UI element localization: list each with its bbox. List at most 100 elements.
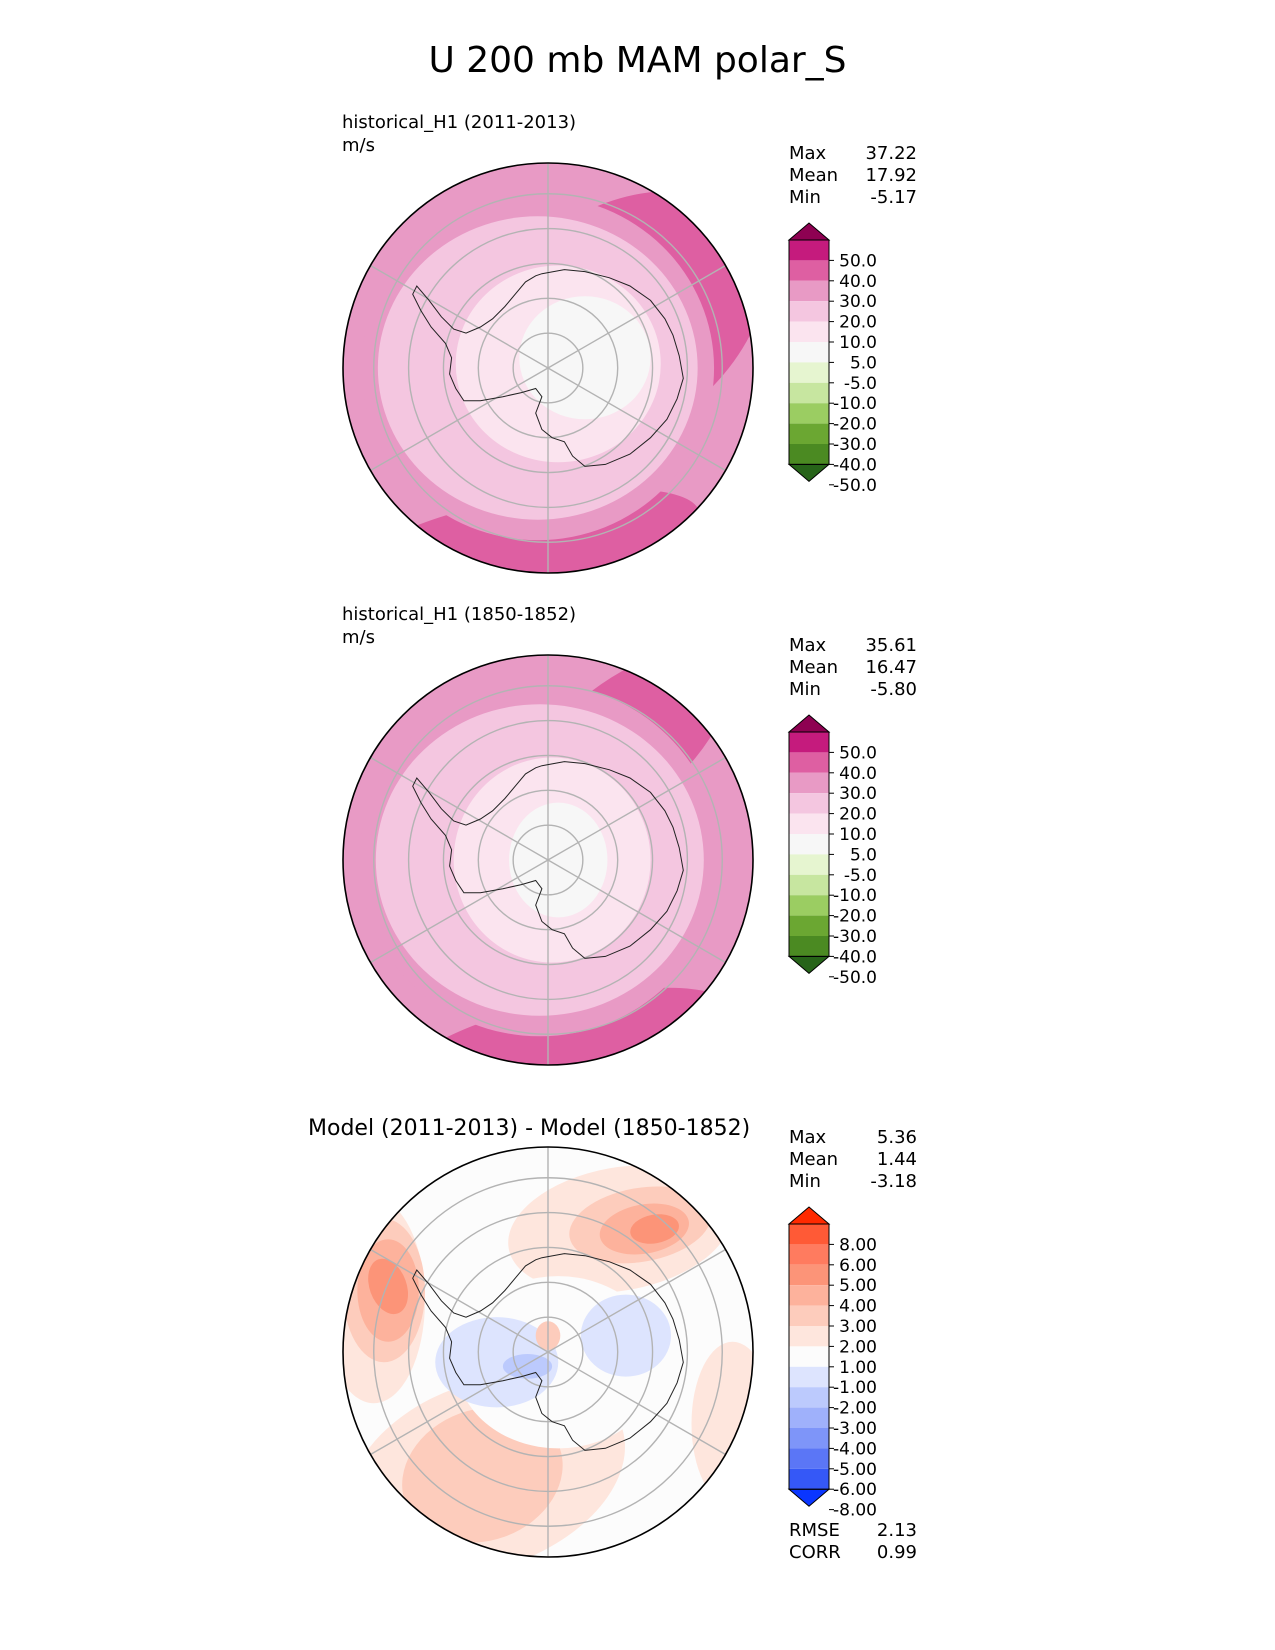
- colorbar-segment: [789, 1224, 829, 1245]
- longitude-gridline: [547, 841, 579, 861]
- colorbar-segment: [789, 854, 829, 875]
- colorbar-tick-label: 5.0: [850, 353, 877, 373]
- longitude-gridline: [517, 349, 549, 369]
- colorbar-segment: [789, 752, 829, 773]
- colorbar-tick-label: -5.0: [844, 866, 877, 886]
- colorbar-segment: [789, 1326, 829, 1347]
- colorbar: 8.006.005.004.003.002.001.00-1.00-2.00-3…: [787, 1206, 877, 1521]
- stat-label: Max: [789, 1127, 827, 1148]
- colorbar-segment: [789, 444, 829, 465]
- stat-value: 37.22: [865, 143, 917, 164]
- panel-2-units: m/s: [342, 627, 375, 648]
- colorbar-tick-label: -4.00: [833, 1439, 877, 1459]
- colorbar-tick-label: -6.00: [833, 1480, 877, 1500]
- longitude-gridline: [577, 1248, 726, 1336]
- colorbar-segment: [789, 342, 829, 363]
- colorbar-tick-label: -30.0: [833, 927, 877, 947]
- contour-region: [502, 1354, 553, 1379]
- colorbar-tick-label: -10.0: [833, 886, 877, 906]
- colorbar-tick-label: 3.00: [839, 1317, 877, 1337]
- colorbar-outline: [788, 731, 830, 957]
- colorbar-segment: [789, 793, 829, 814]
- colorbar-segment: [789, 280, 829, 302]
- colorbar-extend-max: [787, 1206, 831, 1225]
- colorbar-tick-label: 10.0: [839, 333, 877, 353]
- longitude-gridline: [370, 756, 519, 844]
- panel-3-metrics: RMSE 2.13 CORR 0.99: [789, 1520, 917, 1564]
- colorbar-tick-label: -8.00: [833, 1501, 877, 1521]
- map-boundary: [342, 654, 754, 1066]
- colorbar-segment: [789, 321, 829, 342]
- stat-label: Mean: [789, 165, 839, 186]
- longitude-gridline: [370, 1248, 519, 1336]
- longitude-gridline: [370, 264, 519, 352]
- stat-value: -3.18: [870, 1171, 917, 1192]
- colorbar-tick-label: -1.00: [833, 1378, 877, 1398]
- colorbar-segment: [789, 915, 829, 936]
- colorbar-tick-label: -5.00: [833, 1460, 877, 1480]
- colorbar-extend-max: [787, 222, 831, 241]
- colorbar-tick-label: -5.0: [844, 374, 877, 394]
- stat-value: 17.92: [865, 165, 917, 186]
- colorbar-extend-max: [787, 714, 831, 733]
- panel-1-units: m/s: [342, 135, 375, 156]
- panel-2-stats: Max 35.61 Mean 16.47 Min -5.80: [789, 635, 917, 701]
- metric-value: 2.13: [876, 1520, 917, 1541]
- longitude-gridline: [547, 1333, 579, 1353]
- stat-label: Mean: [789, 1149, 839, 1170]
- contour-region: [368, 1258, 409, 1315]
- colorbar-segment: [789, 1346, 829, 1367]
- longitude-gridline: [547, 1351, 579, 1371]
- colorbar-tick-label: 4.00: [839, 1297, 877, 1317]
- colorbar-segment: [789, 1387, 829, 1408]
- antarctica-coastline: [412, 761, 684, 959]
- colorbar-tick-label: 20.0: [839, 313, 877, 333]
- colorbar-tick-label: 30.0: [839, 292, 877, 312]
- stat-value: 1.44: [876, 1149, 917, 1170]
- contour-region: [630, 1214, 679, 1244]
- map-boundary: [342, 162, 754, 574]
- colorbar-segment: [789, 936, 829, 957]
- panel-3-title: Model (2011-2013) - Model (1850-1852): [308, 1116, 751, 1141]
- colorbar-extend-min: [787, 463, 831, 483]
- colorbar-segment: [789, 1407, 829, 1428]
- stat-value: -5.80: [870, 679, 917, 700]
- colorbar-tick-label: 40.0: [839, 272, 877, 292]
- colorbar-outline: [788, 1223, 830, 1490]
- stat-label: Max: [789, 635, 827, 656]
- colorbar-segment: [789, 874, 829, 896]
- longitude-gridline: [577, 756, 726, 844]
- colorbar-segment: [789, 1448, 829, 1469]
- stat-value: -5.17: [870, 187, 917, 208]
- colorbar-segment: [789, 1468, 829, 1490]
- stat-value: 5.36: [876, 1127, 917, 1148]
- longitude-gridline: [370, 876, 519, 964]
- colorbar-segment: [789, 732, 829, 753]
- colorbar-tick-label: 5.00: [839, 1276, 877, 1296]
- map-boundary: [342, 1146, 754, 1558]
- colorbar-segment: [789, 813, 829, 834]
- colorbar-tick-label: -30.0: [833, 435, 877, 455]
- panel-2-title: historical_H1 (1850-1852): [342, 604, 577, 625]
- colorbar-tick-label: 10.0: [839, 825, 877, 845]
- contour-region: [691, 1341, 753, 1506]
- colorbar-tick-label: -50.0: [833, 968, 877, 988]
- longitude-gridline: [517, 1333, 549, 1353]
- colorbar-segment: [789, 362, 829, 383]
- colorbar-segment: [789, 260, 829, 281]
- metric-label: RMSE: [789, 1520, 840, 1541]
- contour-fills: [343, 163, 753, 573]
- colorbar-segment: [789, 240, 829, 261]
- longitude-gridline: [577, 876, 726, 964]
- colorbar-tick-label: -50.0: [833, 476, 877, 496]
- longitude-gridline: [370, 384, 519, 472]
- contour-region: [509, 802, 608, 918]
- colorbar-tick-label: 6.00: [839, 1256, 877, 1276]
- colorbar-segment: [789, 1264, 829, 1286]
- antarctica-coastline: [412, 269, 684, 467]
- colorbar-segment: [789, 772, 829, 794]
- stat-value: 35.61: [865, 635, 917, 656]
- panel-1-title: historical_H1 (2011-2013): [342, 112, 577, 133]
- colorbar-segment: [789, 1366, 829, 1388]
- colorbar-segment: [789, 301, 829, 322]
